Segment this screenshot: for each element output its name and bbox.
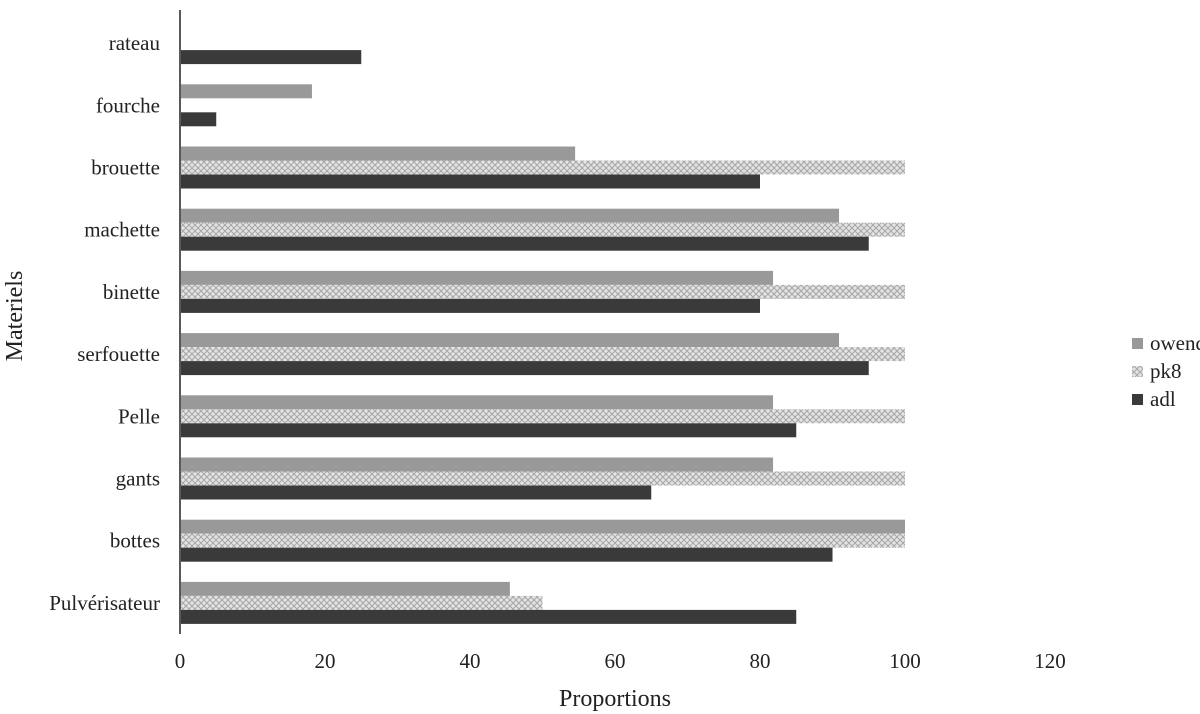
x-tick-label: 20 [315, 649, 336, 673]
bar-adl-Pelle [181, 423, 797, 438]
bar-pk8-bottes [181, 533, 905, 548]
bar-owendo-gants [181, 457, 774, 472]
bar-owendo-bottes [181, 519, 905, 534]
bar-adl-gants [181, 485, 652, 500]
y-tick-label: serfouette [77, 342, 160, 366]
legend-swatch-pk8 [1132, 366, 1143, 377]
bar-pk8-Pelle [181, 409, 905, 424]
bar-adl-serfouette [181, 361, 869, 376]
bar-pk8-Pulvérisateur [181, 595, 543, 610]
bar-owendo-machette [181, 208, 840, 223]
legend-label-pk8: pk8 [1150, 359, 1182, 383]
bar-adl-bottes [181, 547, 833, 562]
legend: owendo pk8 adl [1132, 331, 1200, 411]
y-tick-label: fourche [96, 93, 160, 117]
y-tick-label: machette [84, 218, 160, 242]
bar-adl-machette [181, 236, 869, 251]
bar-adl-rateau [181, 50, 362, 65]
plot-area [181, 50, 905, 624]
bar-owendo-Pelle [181, 395, 774, 410]
x-tick-label: 0 [175, 649, 186, 673]
legend-swatch-owendo [1132, 338, 1143, 349]
legend-label-owendo: owendo [1150, 331, 1200, 355]
bar-adl-Pulvérisateur [181, 609, 797, 624]
y-tick-label: bottes [110, 529, 160, 553]
x-tick-labels: 0 20 40 60 80 100 120 [175, 649, 1066, 673]
y-axis-title: Materiels [2, 271, 28, 362]
bar-adl-binette [181, 298, 760, 313]
bar-pk8-brouette [181, 160, 905, 175]
x-tick-label: 120 [1034, 649, 1066, 673]
legend-swatch-adl [1132, 394, 1143, 405]
y-tick-label: brouette [91, 156, 160, 180]
bar-adl-brouette [181, 174, 760, 189]
y-tick-label: Pelle [118, 404, 160, 428]
bar-owendo-fourche [181, 84, 312, 99]
legend-label-adl: adl [1150, 387, 1176, 411]
bar-owendo-binette [181, 270, 774, 285]
y-tick-label: Pulvérisateur [49, 591, 160, 615]
y-tick-label: rateau [109, 31, 161, 55]
y-tick-labels: Pulvérisateur bottes gants Pelle serfouette b… [49, 31, 160, 615]
x-tick-label: 100 [889, 649, 921, 673]
bar-pk8-gants [181, 471, 905, 486]
x-tick-label: 60 [605, 649, 626, 673]
bar-owendo-serfouette [181, 333, 840, 348]
bar-pk8-binette [181, 284, 905, 299]
x-tick-label: 80 [750, 649, 771, 673]
bar-pk8-serfouette [181, 347, 905, 362]
bar-owendo-Pulvérisateur [181, 581, 510, 596]
bar-adl-fourche [181, 112, 217, 127]
y-tick-label: gants [116, 467, 160, 491]
bar-owendo-brouette [181, 146, 576, 161]
bar-pk8-machette [181, 222, 905, 237]
x-axis-title: Proportions [559, 686, 671, 712]
y-tick-label: binette [103, 280, 160, 304]
x-tick-label: 40 [460, 649, 481, 673]
